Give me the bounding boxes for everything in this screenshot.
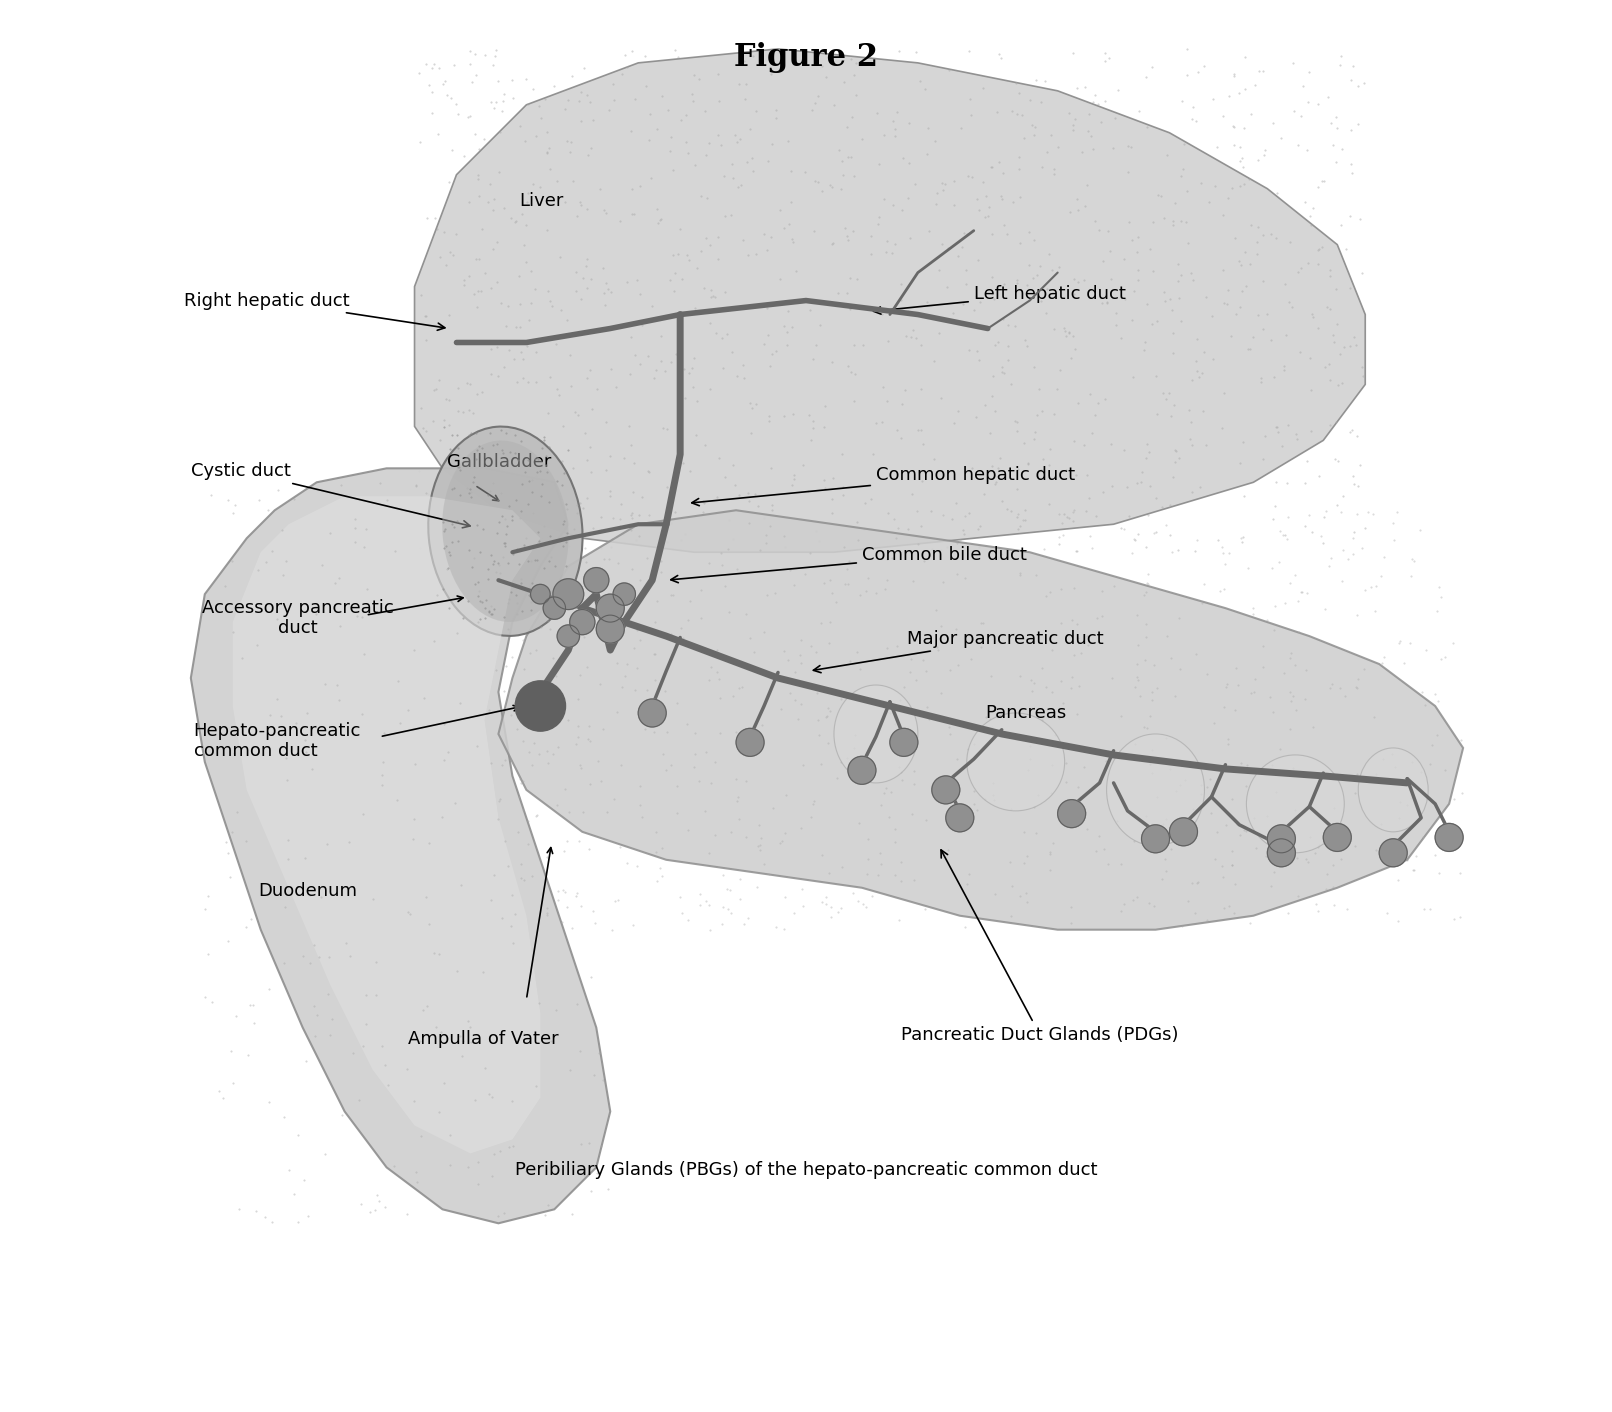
Circle shape (848, 757, 875, 784)
Polygon shape (190, 469, 611, 1223)
Circle shape (932, 777, 959, 803)
Text: Duodenum: Duodenum (258, 881, 356, 899)
Circle shape (584, 568, 609, 593)
Text: Pancreatic Duct Glands (PDGs): Pancreatic Duct Glands (PDGs) (901, 850, 1178, 1043)
Text: Ampulla of Vater: Ampulla of Vater (408, 1029, 558, 1048)
Ellipse shape (1359, 748, 1428, 832)
Text: Cystic duct: Cystic duct (190, 462, 471, 528)
Polygon shape (232, 496, 540, 1154)
Circle shape (1057, 799, 1085, 827)
Polygon shape (498, 510, 1464, 929)
Ellipse shape (442, 441, 569, 621)
Ellipse shape (967, 713, 1064, 810)
Text: Gallbladder: Gallbladder (447, 453, 551, 472)
Text: Accessory pancreatic
duct: Accessory pancreatic duct (202, 599, 393, 637)
Circle shape (638, 699, 666, 727)
Polygon shape (414, 49, 1365, 552)
Circle shape (1323, 823, 1351, 851)
Circle shape (516, 681, 566, 731)
Circle shape (530, 585, 550, 604)
Circle shape (1380, 839, 1407, 867)
Circle shape (1170, 818, 1198, 846)
Circle shape (1267, 839, 1296, 867)
Circle shape (553, 579, 584, 610)
Circle shape (596, 594, 624, 623)
Text: Left hepatic duct: Left hepatic duct (874, 285, 1125, 313)
Circle shape (613, 583, 635, 606)
Circle shape (543, 597, 566, 620)
Circle shape (737, 729, 764, 757)
Text: Major pancreatic duct: Major pancreatic duct (814, 630, 1103, 672)
Text: Figure 2: Figure 2 (733, 42, 879, 73)
Text: Pancreas: Pancreas (985, 705, 1066, 722)
Circle shape (558, 626, 579, 647)
Text: Peribiliary Glands (PBGs) of the hepato-pancreatic common duct: Peribiliary Glands (PBGs) of the hepato-… (514, 1161, 1098, 1179)
Ellipse shape (1106, 734, 1204, 846)
Ellipse shape (1246, 755, 1344, 853)
Text: Hepato-pancreatic
common duct: Hepato-pancreatic common duct (193, 722, 361, 760)
Circle shape (569, 610, 595, 635)
Circle shape (596, 616, 624, 642)
Circle shape (1435, 823, 1464, 851)
Circle shape (1141, 825, 1170, 853)
Circle shape (946, 803, 974, 832)
Circle shape (1267, 825, 1296, 853)
Text: Right hepatic duct: Right hepatic duct (184, 291, 445, 330)
Text: Common hepatic duct: Common hepatic duct (692, 466, 1075, 505)
Text: Liver: Liver (519, 192, 564, 209)
Ellipse shape (429, 426, 582, 635)
Circle shape (890, 729, 917, 757)
Text: Common bile duct: Common bile duct (671, 546, 1027, 583)
Ellipse shape (833, 685, 917, 782)
